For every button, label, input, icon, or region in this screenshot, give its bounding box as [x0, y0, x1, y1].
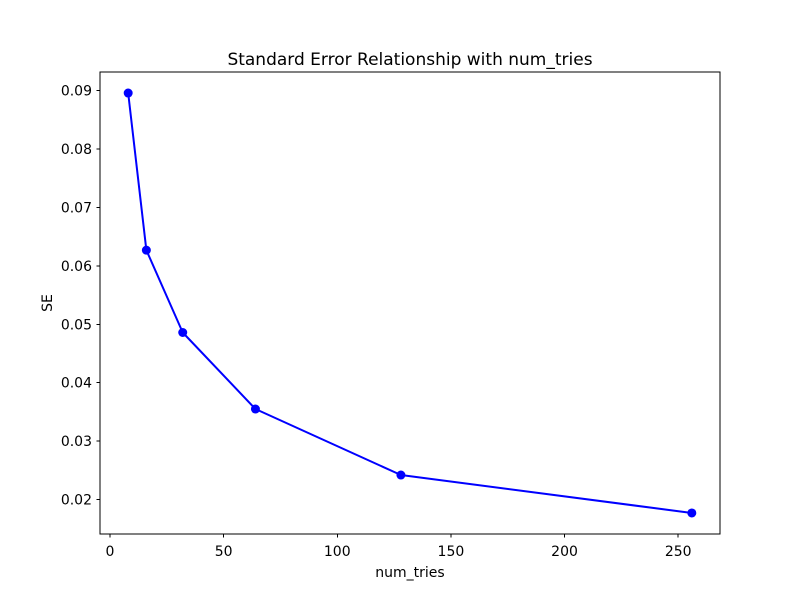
data-point	[687, 508, 697, 518]
series-line	[127, 92, 693, 514]
x-tick-label: 150	[438, 544, 465, 560]
y-tick-label: 0.05	[61, 317, 92, 333]
plot-area	[99, 71, 721, 535]
y-axis-label: SE	[40, 294, 56, 312]
y-tick-label: 0.07	[61, 201, 92, 217]
data-point	[123, 88, 133, 98]
x-tick-label: 0	[106, 544, 115, 560]
data-series	[123, 88, 697, 518]
x-tick-label: 250	[665, 544, 692, 560]
x-axis-ticks: 0 50 100 150 200 250	[106, 534, 692, 560]
chart-title: Standard Error Relationship with num_tri…	[227, 50, 592, 70]
data-point	[141, 245, 151, 255]
y-tick-label: 0.02	[61, 493, 92, 509]
x-tick-label: 100	[324, 544, 351, 560]
y-tick-label: 0.09	[61, 84, 92, 100]
x-axis-label: num_tries	[375, 565, 444, 581]
y-axis-ticks: 0.02 0.03 0.04 0.05 0.06 0.07 0.08 0.09	[61, 84, 100, 509]
data-point	[250, 404, 260, 414]
y-tick-label: 0.04	[61, 376, 92, 392]
data-point	[396, 470, 406, 480]
y-tick-label: 0.06	[61, 259, 92, 275]
y-tick-label: 0.03	[61, 434, 92, 450]
y-tick-label: 0.08	[61, 142, 92, 158]
x-tick-label: 200	[551, 544, 578, 560]
x-tick-label: 50	[215, 544, 233, 560]
data-point	[178, 328, 188, 337]
